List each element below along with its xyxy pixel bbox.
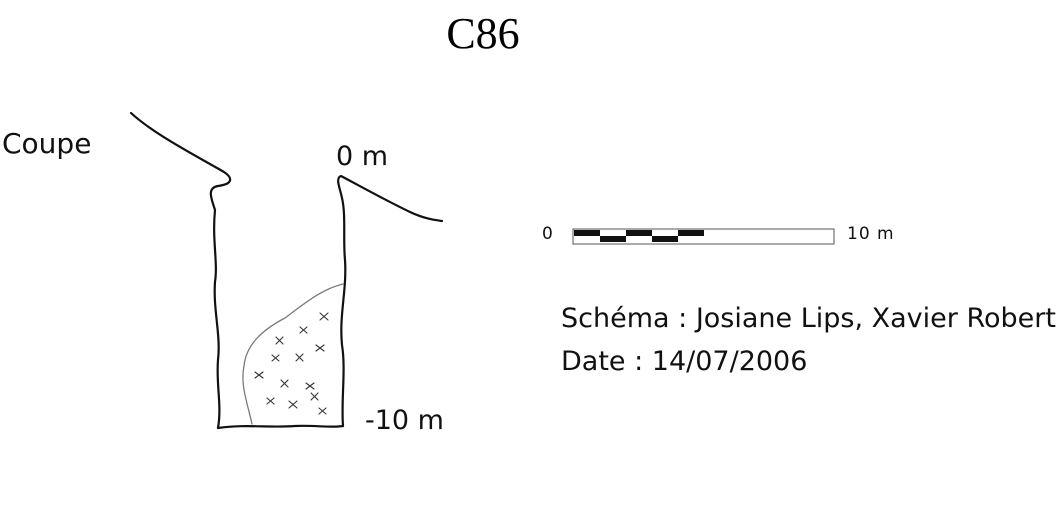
shaft-left-wall	[129, 111, 232, 430]
debris-mark	[305, 382, 315, 390]
depth-label-bottom: -10 m	[365, 405, 444, 436]
debris-mark	[318, 407, 327, 415]
scale-bar-segment	[574, 230, 600, 236]
survey-authors: Schéma : Josiane Lips, Xavier Robert	[561, 303, 1056, 334]
scale-bar	[572, 228, 835, 245]
debris-mark	[254, 371, 264, 379]
section-view-label: Coupe	[2, 127, 92, 160]
scale-bar-segment	[626, 230, 652, 236]
survey-date: Date : 14/07/2006	[561, 346, 808, 377]
debris-mark	[315, 344, 325, 352]
shaft-floor	[216, 424, 345, 430]
scale-bar-max-label: 10 m	[847, 224, 895, 244]
scale-bar-segment	[678, 230, 704, 236]
scale-bar-segment	[600, 236, 626, 242]
debris-symbols	[254, 312, 329, 415]
diagram-title: C86	[446, 9, 520, 58]
debris-mark	[280, 379, 289, 388]
debris-mark	[319, 312, 329, 321]
debris-mark	[295, 353, 304, 362]
debris-mark	[275, 336, 284, 345]
debris-fill-outline	[242, 283, 344, 425]
debris-mark	[266, 397, 275, 405]
debris-mark	[288, 400, 298, 409]
scale-bar-segment	[652, 236, 678, 242]
shaft-right-wall	[337, 174, 444, 428]
debris-mark	[310, 392, 319, 401]
credits-block: Schéma : Josiane Lips, Xavier Robert Dat…	[561, 297, 1056, 383]
depth-label-top: 0 m	[336, 141, 389, 172]
scale-bar-segment	[678, 236, 704, 242]
scale-bar-min-label: 0	[542, 224, 553, 244]
scale-bar-segment	[574, 236, 600, 242]
debris-mark	[271, 354, 280, 362]
debris-mark	[299, 326, 308, 334]
